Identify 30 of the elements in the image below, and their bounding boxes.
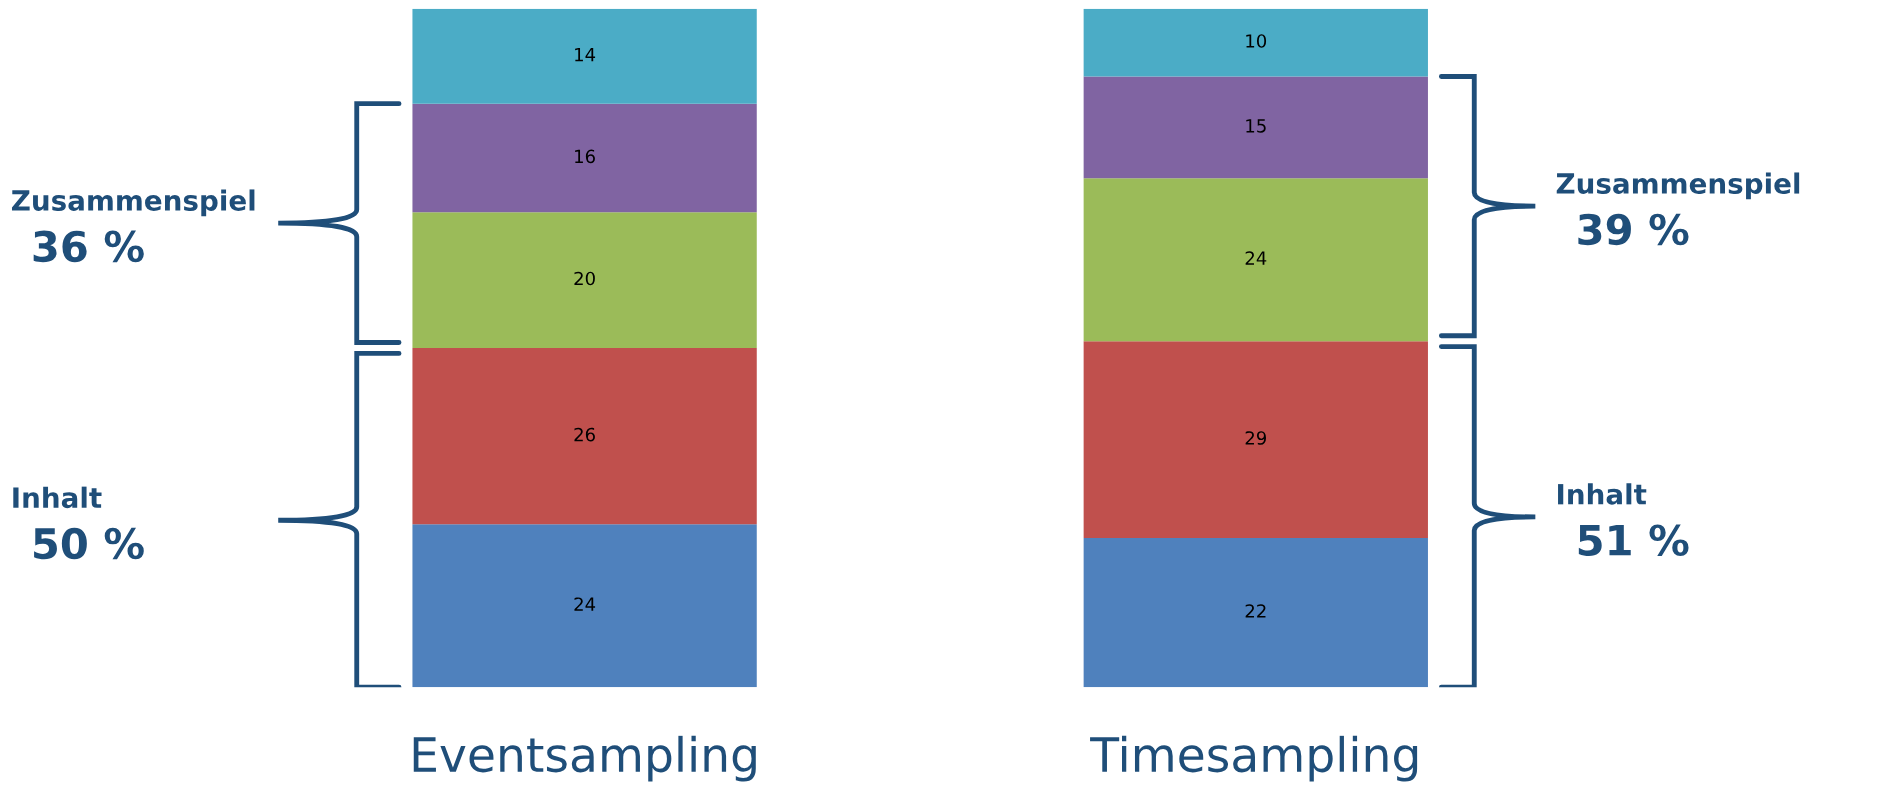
data-label: 29 [1245, 431, 1267, 445]
annotation: Zusammenspiel [11, 189, 255, 217]
text: Inhalt [13, 486, 102, 509]
data-label: 14 [575, 48, 596, 62]
data-label: 22 [1245, 604, 1266, 618]
annotation: 51 % [1578, 524, 1689, 556]
data-label: 10 [1246, 34, 1267, 48]
data-label: 16 [575, 149, 595, 164]
annotation: 39 % [1578, 213, 1689, 246]
bar [1083, 178, 1428, 342]
data-label: 26 [574, 427, 595, 442]
data-label: 20 [574, 271, 595, 286]
text: 36 % [33, 230, 144, 263]
annotation: Zusammenspiel [1556, 172, 1800, 200]
bar [1083, 537, 1428, 688]
bar [412, 8, 757, 104]
bar [1083, 341, 1428, 538]
bar [1083, 76, 1428, 179]
bar [412, 103, 757, 213]
bar [412, 212, 757, 348]
data-label: 15 [1246, 119, 1266, 133]
bar [412, 524, 757, 688]
x-tick-label: Eventsampling [413, 735, 756, 782]
bar [412, 347, 757, 525]
bar [1083, 8, 1428, 77]
data-label: 24 [574, 597, 596, 611]
x-tick-label: Timesampling [1090, 735, 1418, 782]
data-label: 24 [1245, 251, 1267, 265]
text: 50 % [34, 527, 144, 560]
annotation: Inhalt [1558, 483, 1647, 505]
